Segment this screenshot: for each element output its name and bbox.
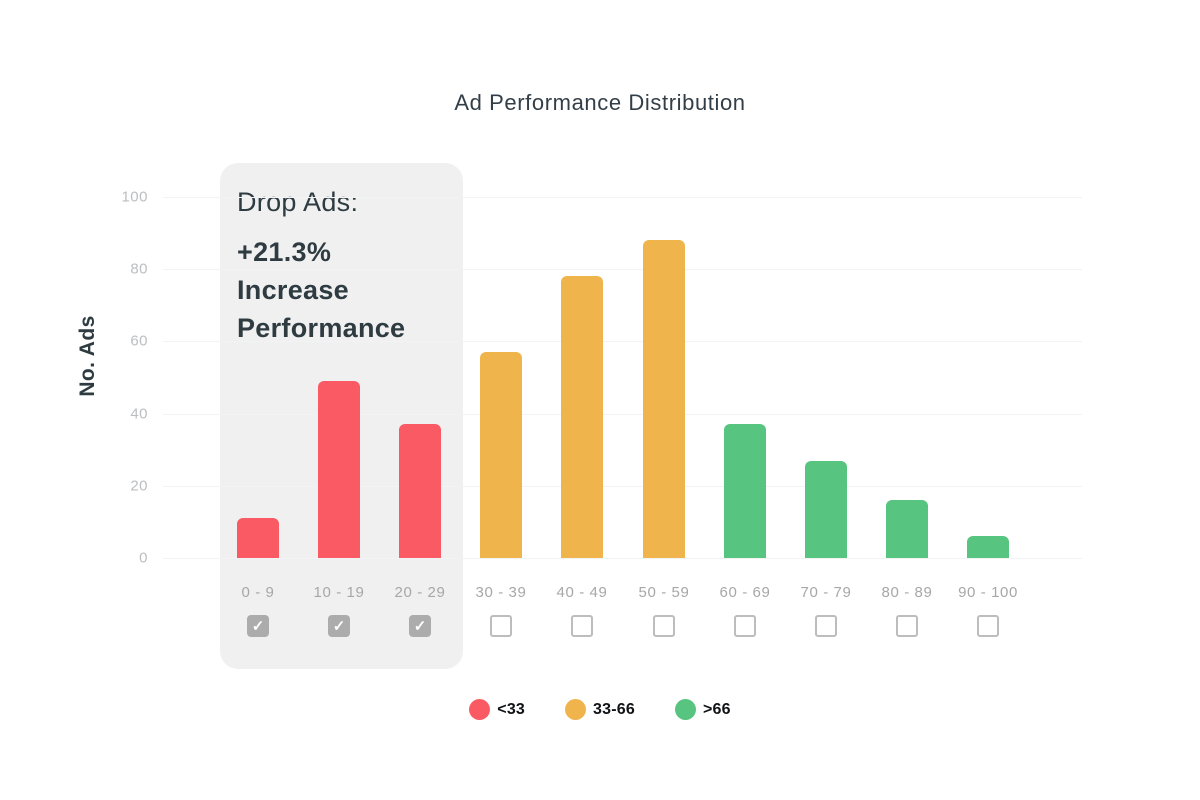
category-checkbox-80-89[interactable]: [896, 615, 918, 637]
bar-40-49: [561, 276, 603, 558]
category-checkbox-90-100[interactable]: [977, 615, 999, 637]
x-category-label-70-79: 70 - 79: [800, 584, 852, 601]
gridline-y-40: [163, 413, 1082, 415]
y-tick-label-60: 60: [130, 332, 148, 350]
gridline-y-60: [163, 341, 1082, 343]
bar-0-9: [237, 518, 279, 558]
legend-item-33-66: 33-66: [565, 699, 635, 720]
bar-90-100: [967, 536, 1009, 558]
panel-headline-line: Performance: [237, 313, 406, 343]
legend-label: >66: [702, 700, 731, 718]
category-checkbox-40-49[interactable]: [571, 615, 593, 637]
bar-20-29: [399, 424, 441, 558]
y-tick-label-80: 80: [130, 260, 148, 278]
legend-item-33: <33: [469, 699, 525, 720]
bar-50-59: [643, 240, 685, 558]
gridline-y-80: [163, 269, 1082, 271]
gridline-y-20: [163, 485, 1082, 487]
x-category-label-10-19: 10 - 19: [313, 584, 365, 601]
x-category-label-60-69: 60 - 69: [719, 584, 771, 601]
x-category-label-40-49: 40 - 49: [556, 584, 608, 601]
x-category-label-30-39: 30 - 39: [475, 584, 527, 601]
bar-80-89: [886, 500, 928, 558]
legend-label: 33-66: [593, 700, 635, 718]
bar-70-79: [805, 461, 847, 558]
category-checkbox-20-29[interactable]: ✓: [409, 615, 431, 637]
x-category-label-20-29: 20 - 29: [394, 584, 446, 601]
y-tick-label-20: 20: [130, 477, 148, 495]
y-axis-title: No. Ads: [76, 315, 99, 397]
panel-headline: +21.3% Increase Performance: [237, 233, 405, 347]
legend-dot-icon: [469, 699, 491, 720]
legend-item-66: >66: [674, 699, 731, 720]
category-checkbox-70-79[interactable]: [815, 615, 837, 637]
category-checkbox-50-59[interactable]: [653, 615, 675, 637]
bar-60-69: [724, 424, 766, 558]
drop-ads-highlight-panel: Drop Ads: +21.3% Increase Performance: [220, 163, 463, 669]
x-category-label-50-59: 50 - 59: [638, 584, 690, 601]
panel-label: Drop Ads:: [237, 187, 359, 217]
legend-label: <33: [497, 700, 526, 718]
category-checkbox-10-19[interactable]: ✓: [328, 615, 350, 637]
gridline-y-100: [163, 197, 1082, 198]
x-category-label-0-9: 0 - 9: [241, 584, 275, 601]
legend: <33 33-66 >66: [0, 699, 1200, 720]
gridline-y-0: [163, 558, 1082, 559]
y-tick-label-0: 0: [139, 549, 148, 567]
legend-dot-icon: [674, 699, 696, 720]
category-checkbox-30-39[interactable]: [490, 615, 512, 637]
category-checkbox-0-9[interactable]: ✓: [247, 615, 269, 637]
panel-headline-line: +21.3%: [237, 237, 332, 267]
legend-dot-icon: [565, 699, 587, 720]
category-checkbox-60-69[interactable]: [734, 615, 756, 637]
bar-10-19: [318, 381, 360, 558]
bar-30-39: [480, 352, 522, 558]
y-tick-label-40: 40: [130, 405, 148, 423]
x-category-label-90-100: 90 - 100: [958, 584, 1018, 601]
chart-title: Ad Performance Distribution: [454, 90, 746, 115]
y-tick-label-100: 100: [121, 188, 148, 206]
panel-headline-line: Increase: [237, 275, 349, 305]
x-category-label-80-89: 80 - 89: [881, 584, 933, 601]
